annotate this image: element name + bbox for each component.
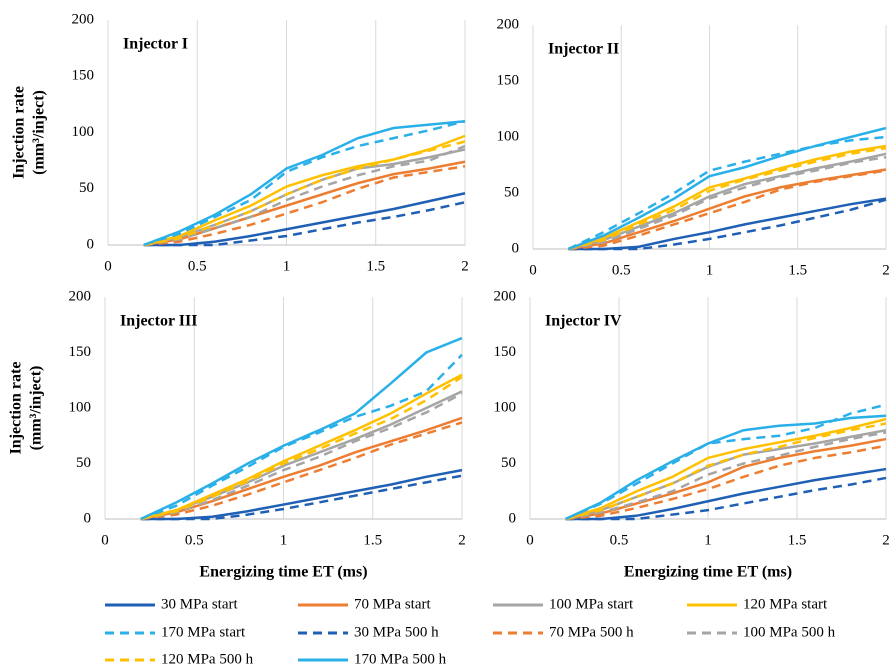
x-tick-label: 1.5 xyxy=(363,532,382,548)
chart-title: Injector II xyxy=(548,41,619,58)
x-tick-label: 0.5 xyxy=(188,258,207,274)
series-line xyxy=(140,373,463,521)
series-line xyxy=(567,126,887,251)
x-tick-label: 0 xyxy=(529,262,537,278)
y-tick-label: 200 xyxy=(72,11,95,27)
y-tick-label: 0 xyxy=(87,236,95,252)
series-line xyxy=(565,414,887,521)
subplot: 0 0.5 1 1.5 2 0 50 100 150 200 Injector IV Energizi… xyxy=(494,288,889,580)
y-tick-label: 100 xyxy=(72,124,95,140)
y-tick-label: 200 xyxy=(497,16,520,32)
subplot: 0 0.5 1 1.5 2 0 50 100 150 200 Injector II xyxy=(497,16,889,278)
subplot: 0 0.5 1 1.5 2 0 50 100 150 200 Injector I Injection… xyxy=(11,11,469,274)
y-axis-label: (mm³/inject) xyxy=(28,366,45,451)
series-line xyxy=(565,444,887,521)
y-tick-label: 100 xyxy=(494,399,517,415)
legend-label: 70 MPa start xyxy=(354,596,431,612)
x-axis-label: Energizing time ET (ms) xyxy=(199,564,367,581)
series-line xyxy=(140,474,463,521)
legend-label: 170 MPa 500 h xyxy=(354,651,447,667)
x-tick-label: 1 xyxy=(280,532,288,548)
legend-label: 170 MPa start xyxy=(161,624,246,640)
y-tick-label: 0 xyxy=(84,510,92,526)
y-axis-label: Injection rate xyxy=(11,86,28,179)
x-tick-label: 1.5 xyxy=(788,532,807,548)
series-line xyxy=(568,155,887,251)
series-line xyxy=(568,198,887,251)
x-tick-label: 2 xyxy=(882,262,889,278)
series-line xyxy=(565,417,887,521)
x-tick-label: 1.5 xyxy=(366,258,385,274)
y-tick-label: 100 xyxy=(497,128,520,144)
legend-label: 100 MPa 500 h xyxy=(743,624,836,640)
series-line xyxy=(565,422,887,521)
legend-label: 30 MPa 500 h xyxy=(354,624,439,640)
series-line xyxy=(143,144,466,247)
x-tick-label: 2 xyxy=(882,532,889,548)
series-line xyxy=(140,336,463,521)
legend-label: 100 MPa start xyxy=(549,596,634,612)
x-axis-label: Energizing time ET (ms) xyxy=(624,564,792,581)
series-line xyxy=(143,134,466,247)
series-line xyxy=(567,135,887,251)
series-line xyxy=(143,192,466,247)
series-line xyxy=(143,140,466,247)
series-line xyxy=(567,152,887,251)
series-line xyxy=(143,120,466,247)
series-line xyxy=(567,146,887,251)
y-tick-label: 0 xyxy=(512,240,520,256)
x-tick-label: 0 xyxy=(104,258,112,274)
x-tick-label: 1.5 xyxy=(788,262,807,278)
series-line xyxy=(140,392,463,521)
series-line xyxy=(143,160,466,247)
series-line xyxy=(140,416,463,521)
series-line xyxy=(567,144,887,251)
legend: 30 MPa start 70 MPa start 100 MPa start 120… xyxy=(105,596,836,667)
series-line xyxy=(565,476,887,521)
series-line xyxy=(565,431,887,521)
y-tick-label: 50 xyxy=(504,184,519,200)
chart-title: Injector III xyxy=(120,313,197,330)
x-tick-label: 0.5 xyxy=(185,532,204,548)
subplot: 0 0.5 1 1.5 2 0 50 100 150 200 Injector III Injecti… xyxy=(8,288,466,580)
series-line xyxy=(565,467,887,521)
y-tick-label: 150 xyxy=(69,344,92,360)
y-tick-label: 200 xyxy=(69,288,92,304)
legend-label: 120 MPa 500 h xyxy=(161,651,254,667)
x-tick-label: 0.5 xyxy=(612,262,631,278)
y-tick-label: 150 xyxy=(72,68,95,84)
x-tick-label: 2 xyxy=(461,258,469,274)
x-tick-label: 1 xyxy=(704,532,712,548)
y-tick-label: 150 xyxy=(497,72,520,88)
y-tick-label: 0 xyxy=(509,510,517,526)
x-tick-label: 1 xyxy=(706,262,714,278)
y-tick-label: 50 xyxy=(79,180,94,196)
series-line xyxy=(565,437,887,521)
x-tick-label: 1 xyxy=(283,258,291,274)
y-tick-label: 50 xyxy=(76,455,91,471)
x-tick-label: 0 xyxy=(526,532,534,548)
y-axis-label: Injection rate xyxy=(8,362,25,455)
y-tick-label: 200 xyxy=(494,288,517,304)
legend-label: 30 MPa start xyxy=(161,596,238,612)
y-tick-label: 50 xyxy=(501,455,516,471)
series-line xyxy=(143,201,466,247)
series-line xyxy=(568,169,887,251)
series-line xyxy=(140,421,463,521)
x-tick-label: 0 xyxy=(101,532,109,548)
y-axis-label: (mm³/inject) xyxy=(31,90,48,175)
x-tick-label: 0.5 xyxy=(610,532,629,548)
series-line xyxy=(143,165,466,247)
series-line xyxy=(140,375,463,521)
legend-label: 70 MPa 500 h xyxy=(549,624,634,640)
y-tick-label: 100 xyxy=(69,399,92,415)
legend-label: 120 MPa start xyxy=(743,596,828,612)
series-line xyxy=(143,120,466,247)
y-tick-label: 150 xyxy=(494,344,517,360)
x-tick-label: 2 xyxy=(458,532,466,548)
chart-title: Injector I xyxy=(123,36,188,53)
chart-title: Injector IV xyxy=(545,313,622,330)
